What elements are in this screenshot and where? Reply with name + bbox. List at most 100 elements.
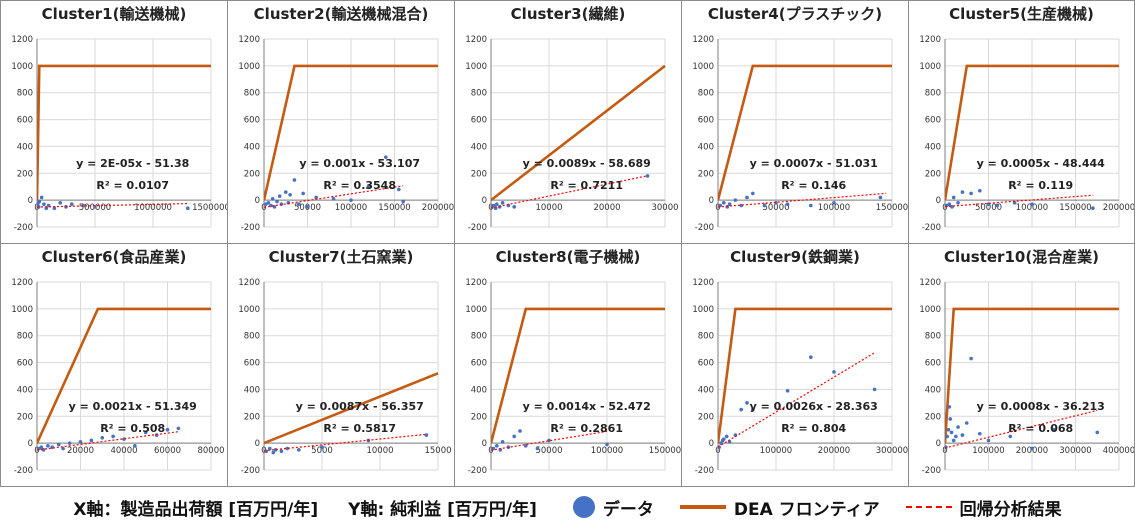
x-tick-label: 5000 [311, 446, 333, 456]
y-tick-label: 800 [244, 332, 260, 342]
chart-title: Cluster10(混合産業) [943, 248, 1100, 266]
y-tick-label: 600 [471, 359, 487, 369]
legend-data-label: データ [602, 499, 654, 520]
data-point [52, 206, 57, 210]
data-point [1091, 206, 1095, 210]
data-point [947, 405, 952, 409]
chart-panel: Cluster8(電子機械)-2000200400600800100012000… [454, 243, 682, 487]
chart-panel: Cluster2(輸送機械混合) -200 0 200 400 600 800 1000 120… [227, 0, 455, 244]
chart-title: Cluster9(鉄鋼業) [730, 248, 860, 266]
data-point [314, 195, 318, 200]
y-tick-label: 800 [698, 332, 714, 342]
y-tick-label: 1200 [692, 278, 714, 288]
r-squared: R² = 0.3548 [323, 179, 396, 192]
x-tick-label: 100000 [972, 446, 1004, 456]
r-squared: R² = 0.508 [100, 422, 165, 435]
y-tick-label: 1200 [919, 278, 941, 288]
data-point [946, 427, 951, 432]
dea-frontier-line [37, 307, 211, 444]
y-tick-label: 0 [936, 439, 941, 449]
plot-area [491, 307, 665, 452]
y-tick-label: -200 [14, 223, 33, 233]
y-tick-label: 0 [28, 196, 33, 206]
y-tick-label: 400 [244, 142, 260, 152]
data-point [1030, 202, 1034, 206]
regression-line [264, 185, 404, 208]
data-point [956, 425, 960, 429]
y-tick-label: 0 [482, 439, 487, 449]
data-point [995, 203, 999, 208]
data-point [500, 440, 505, 444]
r-squared: R² = 0.146 [781, 179, 846, 192]
y-tick-label: 800 [925, 332, 941, 342]
dea-frontier-line [491, 307, 665, 444]
y-tick-label: -200 [922, 466, 941, 476]
legend-frontier-label: DEA フロンティア [733, 499, 880, 520]
data-point [67, 441, 72, 445]
regression-equation: y = 0.0026x - 28.363 [750, 400, 878, 413]
data-point [39, 445, 44, 449]
y-tick-label: 400 [471, 142, 487, 152]
plot-area [264, 372, 439, 455]
data-point [331, 197, 336, 201]
chart-panel: Cluster10(混合産業) -200 0 200 400 600 800 1000 1200… [908, 243, 1135, 487]
data-point [78, 440, 83, 444]
regression-equation: y = 0.0014x - 52.472 [523, 400, 651, 413]
data-point [535, 446, 540, 451]
regression-line-icon [905, 506, 952, 508]
x-tick-label: 60000 [154, 446, 181, 456]
data-point [986, 438, 991, 443]
x-tick-label: 100000 [335, 203, 367, 213]
plot-area [37, 307, 211, 452]
data-point [751, 407, 755, 412]
y-tick-label: 600 [244, 116, 260, 126]
y-tick-label: 0 [936, 196, 941, 206]
data-point [297, 202, 301, 206]
chart-title: Cluster8(電子機械) [495, 248, 641, 266]
data-point [39, 195, 44, 200]
data-point [301, 191, 305, 196]
chart-title: Cluster4(プラスチック) [707, 5, 883, 23]
data-point [951, 438, 956, 443]
y-tick-label: 0 [482, 196, 487, 206]
data-point [956, 201, 960, 205]
y-axis-description: Y軸: 純利益 [百万円/年] [348, 499, 537, 520]
y-tick-label: 800 [471, 89, 487, 99]
data-point [512, 205, 516, 209]
y-tick-label: 0 [255, 196, 260, 206]
y-tick-label: -200 [695, 466, 714, 476]
data-point [495, 444, 499, 448]
y-tick-label: 1000 [919, 305, 941, 315]
x-tick-label: 20000 [67, 446, 94, 456]
data-point [809, 355, 813, 359]
x-tick-label: 150000 [876, 203, 908, 213]
data-point [424, 433, 429, 437]
chart-panel: Cluster5(生産機械)-2000200400600800100012000… [908, 0, 1135, 244]
dea-frontier-line [945, 307, 1119, 444]
data-point [745, 195, 749, 200]
data-point [497, 205, 502, 209]
y-tick-label: 600 [471, 116, 487, 126]
data-point [500, 201, 505, 205]
chart-svg: -200020040060080010001200050000010000001… [11, 35, 228, 233]
data-point [512, 434, 516, 439]
data-point [1030, 446, 1034, 451]
plot-area [491, 64, 666, 210]
x-tick-label: 400000 [1103, 446, 1135, 456]
plot-area [264, 64, 438, 209]
chart-panel: Cluster6(食品産業)-2000200400600800100012000… [0, 243, 228, 487]
x-tick-label: 50000 [975, 203, 1002, 213]
x-tick-label: 1500000 [192, 203, 228, 213]
x-tick-label: 200000 [422, 203, 454, 213]
y-tick-label: 1000 [692, 62, 714, 72]
y-tick-label: 200 [698, 412, 714, 422]
plot-area [945, 64, 1119, 210]
regression-equation: y = 0.0021x - 51.349 [69, 400, 197, 413]
y-tick-label: -200 [922, 223, 941, 233]
y-tick-label: 600 [698, 116, 714, 126]
y-tick-label: 1000 [238, 62, 260, 72]
x-tick-label: 1000000 [134, 203, 172, 213]
x-tick-label: 300000 [1059, 446, 1091, 456]
y-tick-label: 1000 [919, 62, 941, 72]
data-point [292, 178, 297, 182]
